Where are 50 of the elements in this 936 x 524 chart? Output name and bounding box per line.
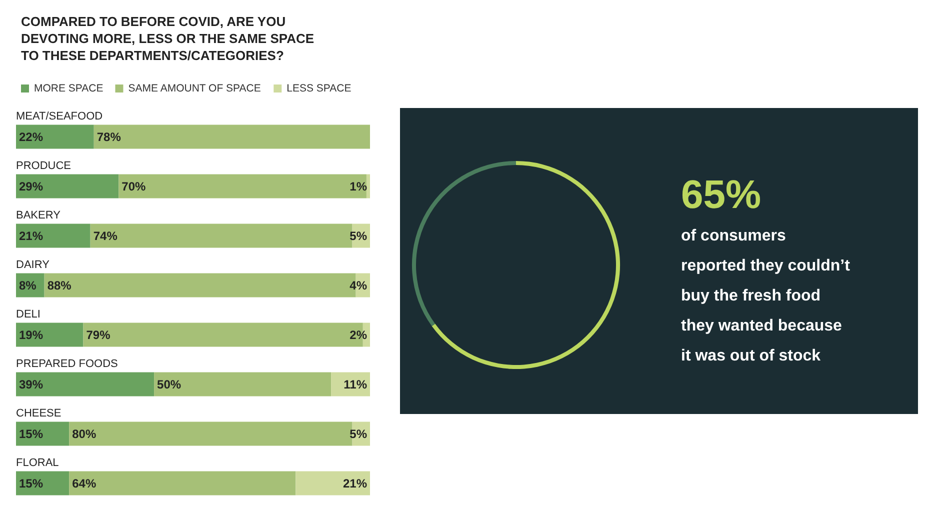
data-label: 88% — [47, 278, 72, 292]
data-label: 15% — [19, 426, 44, 441]
data-label: 21% — [342, 476, 368, 490]
data-label: 1% — [350, 179, 368, 194]
data-label: 50% — [157, 377, 182, 392]
bar — [94, 124, 370, 149]
data-label: 21% — [19, 228, 44, 243]
bar — [69, 471, 296, 496]
bar — [16, 322, 84, 347]
legend-label: SAME AMOUNT OF SPACE — [128, 82, 261, 94]
data-label: 22% — [19, 130, 44, 144]
bar — [16, 174, 119, 198]
bar — [16, 224, 90, 248]
bar — [296, 471, 370, 496]
data-label: 5% — [350, 426, 368, 441]
data-label: 8% — [19, 278, 37, 292]
data-label: 2% — [350, 328, 368, 342]
data-label: 15% — [19, 476, 44, 490]
y-tick-label: FLORAL — [16, 456, 59, 469]
data-label: 74% — [93, 228, 118, 243]
bar — [154, 372, 332, 396]
data-label: 19% — [19, 328, 44, 342]
bar — [16, 124, 94, 149]
data-label: 29% — [19, 179, 44, 194]
data-label: 80% — [72, 426, 96, 441]
legend-label: MORE SPACE — [34, 82, 104, 94]
legend-label: LESS SPACE — [286, 82, 352, 94]
y-tick-label: MEAT/SEAFOOD — [16, 110, 103, 122]
bar — [16, 422, 70, 446]
data-label: 11% — [344, 377, 368, 392]
data-label: 79% — [86, 328, 111, 342]
bar — [118, 174, 366, 198]
y-tick-label: PREPARED FOODS — [16, 358, 118, 370]
data-label: 70% — [122, 179, 146, 194]
data-label: 39% — [19, 377, 44, 392]
y-tick-label: DELI — [16, 308, 40, 320]
data-label: 78% — [96, 130, 122, 144]
y-tick-label: PRODUCE — [16, 160, 72, 172]
text: of consumers reported they couldn’t buy the fresh food they wanted because it was out of stock — [681, 228, 851, 364]
data-label: 64% — [72, 476, 96, 490]
bar — [16, 471, 70, 496]
bar — [16, 372, 154, 396]
y-tick-label: BAKERY — [16, 209, 62, 222]
data-label: 5% — [350, 228, 368, 243]
bar — [366, 174, 370, 198]
data-label: 4% — [350, 278, 368, 292]
chart-title: COMPARED TO BEFORE COVID, ARE YOU DEVOTING MORE, LESS OR THE SAME SPACE TO THESE DEPARTMENTS/CATEGORIES? — [21, 14, 314, 63]
text: 65% — [681, 173, 762, 217]
y-tick-label: CHEESE — [16, 407, 62, 420]
y-tick-label: DAIRY — [16, 258, 50, 271]
